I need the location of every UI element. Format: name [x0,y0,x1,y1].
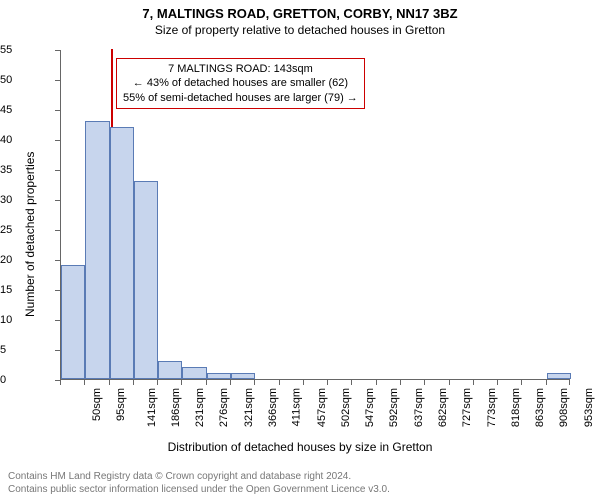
x-tick [279,380,280,385]
x-tick [109,380,110,385]
y-tick-label: 45 [0,104,56,116]
x-tick [473,380,474,385]
y-axis-ticks: 0510152025303540455055 [0,50,60,380]
y-tick-label: 15 [0,284,56,296]
x-tick [351,380,352,385]
x-tick-label: 637sqm [413,388,425,427]
x-tick [60,380,61,385]
x-tick [157,380,158,385]
footer-attribution: Contains HM Land Registry data © Crown c… [8,470,390,496]
x-tick-label: 547sqm [364,388,376,427]
x-tick-label: 863sqm [534,388,546,427]
x-tick [303,380,304,385]
annotation-line2: ← 43% of detached houses are smaller (62… [123,76,358,90]
footer-line1: Contains HM Land Registry data © Crown c… [8,470,390,483]
histogram-bar [61,265,85,379]
x-tick [181,380,182,385]
y-tick-label: 20 [0,254,56,266]
x-tick-label: 953sqm [583,388,595,427]
x-tick-label: 682sqm [437,388,449,427]
x-tick-label: 366sqm [267,388,279,427]
x-tick-label: 95sqm [115,388,127,421]
x-tick [424,380,425,385]
x-axis-ticks: 50sqm 95sqm 141sqm 186sqm 231sqm 276sqm 321sqm… [60,380,570,440]
y-tick-label: 50 [0,74,56,86]
y-tick-label: 55 [0,44,56,56]
plot-area: 7 MALTINGS ROAD: 143sqm ← 43% of detache… [60,50,570,380]
x-tick [546,380,547,385]
annotation-line3: 55% of semi-detached houses are larger (… [123,91,358,105]
annotation-line1: 7 MALTINGS ROAD: 143sqm [123,62,358,76]
x-tick-label: 818sqm [510,388,522,427]
histogram-bar [231,373,255,379]
y-tick-label: 40 [0,134,56,146]
x-tick-label: 231sqm [194,388,206,427]
y-tick-label: 35 [0,164,56,176]
x-tick [133,380,134,385]
x-tick-label: 502sqm [340,388,352,427]
x-tick [327,380,328,385]
x-tick-label: 186sqm [170,388,182,427]
x-tick-label: 908sqm [559,388,571,427]
x-tick [521,380,522,385]
x-tick [84,380,85,385]
x-tick-label: 457sqm [316,388,328,427]
x-tick [569,380,570,385]
x-tick-label: 321sqm [243,388,255,427]
chart-area: Number of detached properties 0510152025… [0,0,600,500]
x-axis-label: Distribution of detached houses by size … [0,440,600,454]
y-tick-label: 10 [0,314,56,326]
x-tick [254,380,255,385]
y-tick-label: 5 [0,344,56,356]
y-tick-label: 0 [0,374,56,386]
x-tick-label: 411sqm [291,388,303,426]
x-tick-label: 727sqm [461,388,473,427]
x-tick [400,380,401,385]
x-tick [376,380,377,385]
x-tick [206,380,207,385]
x-tick-label: 50sqm [91,388,103,421]
y-tick-label: 25 [0,224,56,236]
x-tick [230,380,231,385]
footer-line2: Contains public sector information licen… [8,483,390,496]
x-tick-label: 773sqm [486,388,498,427]
x-tick-label: 592sqm [389,388,401,427]
x-tick [449,380,450,385]
histogram-bar [110,127,134,379]
histogram-bar [207,373,231,379]
histogram-bar [182,367,206,379]
histogram-bar [134,181,158,379]
y-tick-label: 30 [0,194,56,206]
x-tick [497,380,498,385]
x-tick-label: 141sqm [146,388,158,427]
histogram-bar [547,373,571,379]
histogram-bar [85,121,109,379]
histogram-bar [158,361,182,379]
annotation-box: 7 MALTINGS ROAD: 143sqm ← 43% of detache… [116,58,365,109]
x-tick-label: 276sqm [219,388,231,427]
